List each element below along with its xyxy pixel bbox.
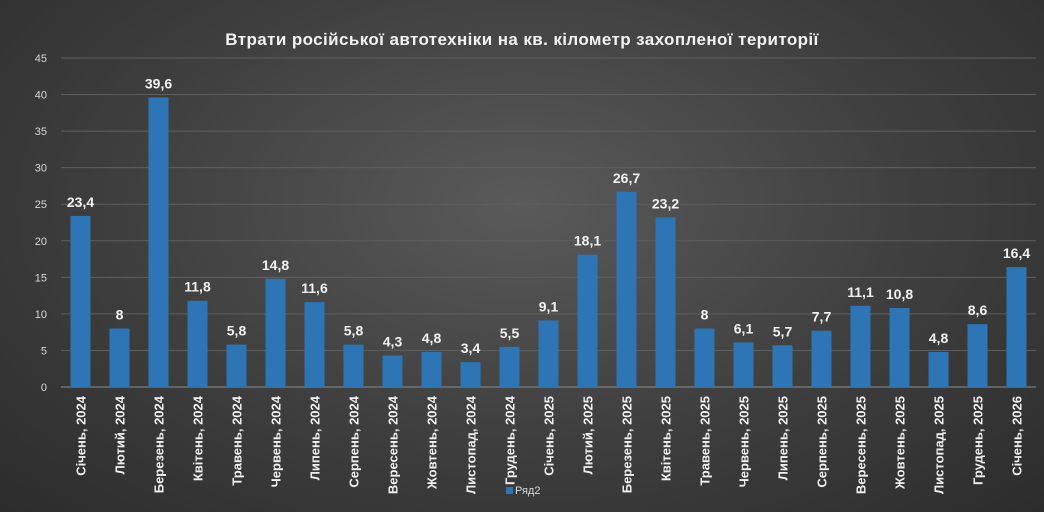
x-tick-label: Січень, 2025 xyxy=(542,396,557,476)
bar xyxy=(304,302,325,387)
y-tick-label: 35 xyxy=(35,126,47,138)
bar xyxy=(967,324,988,387)
x-tick-label: Листопад, 2024 xyxy=(464,395,479,494)
bar xyxy=(1006,267,1027,387)
bar xyxy=(226,344,247,387)
x-tick-label: Серпень, 2024 xyxy=(347,395,362,487)
bar xyxy=(70,215,91,387)
data-label: 8 xyxy=(701,307,709,323)
x-tick-label: Вересень, 2025 xyxy=(854,396,869,494)
data-label: 4,8 xyxy=(422,330,442,346)
y-tick-label: 40 xyxy=(35,90,47,102)
x-tick-label: Лютий, 2024 xyxy=(113,395,128,474)
data-label: 5,7 xyxy=(773,323,793,339)
bar xyxy=(538,320,559,387)
data-label: 16,4 xyxy=(1003,245,1030,261)
y-tick-label: 0 xyxy=(41,382,47,394)
chart-title: Втрати російської автотехніки на кв. кіл… xyxy=(225,30,819,49)
bar xyxy=(382,355,403,387)
bar xyxy=(772,345,793,387)
bar xyxy=(265,278,286,387)
data-label: 23,4 xyxy=(67,194,94,210)
bar xyxy=(850,305,871,387)
x-tick-label: Червень, 2024 xyxy=(269,395,284,487)
bar xyxy=(577,254,598,387)
x-tick-label: Квітень, 2024 xyxy=(191,395,206,481)
data-label: 14,8 xyxy=(262,257,289,273)
data-label: 7,7 xyxy=(812,309,832,325)
x-tick-label: Серпень, 2025 xyxy=(815,396,830,488)
x-tick-label: Березень, 2025 xyxy=(620,396,635,493)
x-tick-label: Квітень, 2025 xyxy=(659,396,674,481)
y-tick-label: 20 xyxy=(35,236,47,248)
x-tick-label: Липень, 2025 xyxy=(776,396,791,480)
data-label: 26,7 xyxy=(613,170,640,186)
bar xyxy=(460,362,481,387)
x-tick-label: Січень, 2026 xyxy=(1010,396,1025,476)
legend-label: Ряд2 xyxy=(515,485,540,497)
x-tick-label: Грудень, 2025 xyxy=(971,396,986,485)
bar xyxy=(109,328,130,387)
bar xyxy=(616,191,637,387)
bar xyxy=(733,342,754,387)
bar xyxy=(421,351,442,387)
data-label: 10,8 xyxy=(886,286,913,302)
data-label: 39,6 xyxy=(145,75,172,91)
data-label: 9,1 xyxy=(539,298,559,314)
bar xyxy=(694,328,715,387)
data-label: 8 xyxy=(116,307,124,323)
bar xyxy=(811,330,832,387)
data-label: 5,8 xyxy=(344,323,364,339)
legend-swatch xyxy=(506,487,513,494)
data-label: 5,8 xyxy=(227,323,247,339)
bar xyxy=(928,351,949,387)
legend: Ряд2 xyxy=(506,485,540,497)
x-tick-label: Жовтень, 2025 xyxy=(893,396,908,490)
data-label: 5,5 xyxy=(500,325,520,341)
y-tick-label: 25 xyxy=(35,199,47,211)
data-label: 3,4 xyxy=(461,340,481,356)
x-tick-label: Лютий, 2025 xyxy=(581,396,596,474)
y-tick-label: 10 xyxy=(35,309,47,321)
data-label: 6,1 xyxy=(734,320,754,336)
bar xyxy=(499,346,520,387)
x-tick-label: Грудень, 2024 xyxy=(503,395,518,485)
y-tick-label: 30 xyxy=(35,163,47,175)
data-label: 8,6 xyxy=(968,302,988,318)
data-label: 11,8 xyxy=(184,279,211,295)
x-tick-label: Вересень, 2024 xyxy=(386,395,401,494)
data-label: 23,2 xyxy=(652,195,679,211)
x-tick-label: Березень, 2024 xyxy=(152,395,167,493)
x-tick-label: Травень, 2025 xyxy=(698,396,713,486)
data-label: 11,6 xyxy=(301,280,328,296)
data-label: 18,1 xyxy=(574,233,601,249)
bar xyxy=(655,217,676,387)
bar xyxy=(187,300,208,387)
data-label: 4,8 xyxy=(929,330,949,346)
y-tick-label: 5 xyxy=(41,345,47,357)
x-tick-label: Липень, 2024 xyxy=(308,395,323,480)
data-label: 4,3 xyxy=(383,334,403,350)
bar xyxy=(343,344,364,387)
bar xyxy=(148,97,169,387)
y-tick-label: 15 xyxy=(35,272,47,284)
x-tick-label: Листопад, 2025 xyxy=(932,396,947,494)
x-tick-label: Жовтень, 2024 xyxy=(425,395,440,490)
x-tick-label: Січень, 2024 xyxy=(74,395,89,476)
x-tick-label: Травень, 2024 xyxy=(230,395,245,485)
bar xyxy=(889,308,910,387)
data-label: 11,1 xyxy=(847,284,874,300)
x-tick-label: Червень, 2025 xyxy=(737,396,752,487)
y-tick-label: 45 xyxy=(35,53,47,65)
